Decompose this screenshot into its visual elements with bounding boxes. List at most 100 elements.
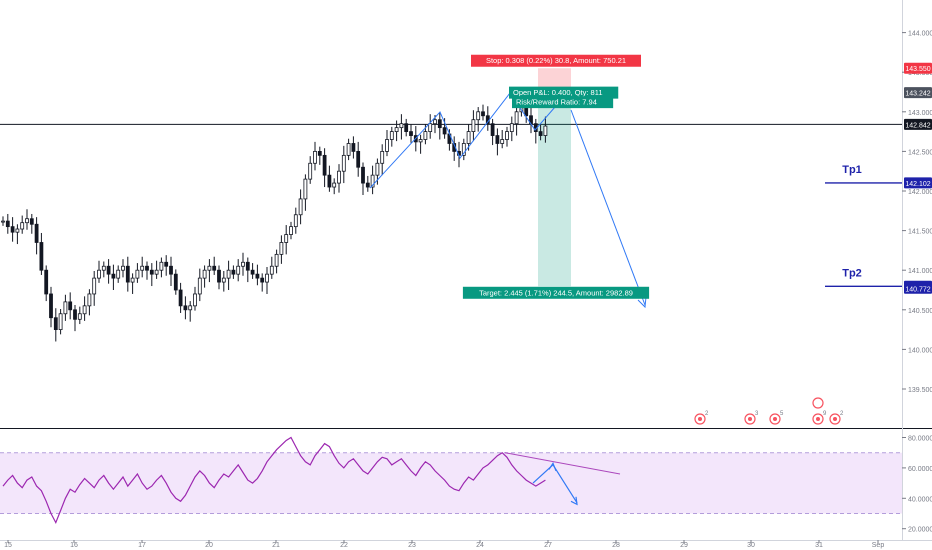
price-tag-bg: [904, 62, 932, 74]
candle-body: [351, 143, 356, 152]
rr-label-text: Risk/Reward Ratio: 7.94: [516, 98, 597, 107]
candle-body: [49, 293, 53, 319]
rsi-arrowhead-up: [548, 462, 557, 472]
candle-body: [337, 170, 341, 184]
candle-body: [34, 223, 39, 243]
candle-body: [135, 269, 140, 279]
candle-body: [217, 269, 221, 283]
candle-body: [313, 150, 317, 164]
event-badge[interactable]: [812, 397, 824, 409]
candle-body: [58, 313, 63, 331]
candle-body: [332, 182, 337, 188]
rsi-arrowhead-down: [570, 496, 578, 506]
rsi-tick-label: 40.0000: [908, 496, 932, 503]
candle-body: [221, 277, 226, 283]
time-tick-label: 17: [138, 542, 146, 549]
candle-body: [159, 261, 164, 271]
candle-body: [68, 301, 73, 311]
rr-label-bg: [512, 96, 614, 109]
price-tick-label: 142.000: [908, 189, 932, 196]
candle-body: [346, 143, 351, 156]
candle-body: [418, 139, 423, 143]
candle-body: [111, 273, 116, 279]
event-badge-dot: [816, 417, 820, 421]
candle-body: [380, 150, 385, 164]
time-tick-label: 20: [205, 542, 213, 549]
candle-body: [399, 123, 404, 129]
price-tick-label: 140.500: [908, 308, 932, 315]
candle-body: [509, 123, 514, 133]
time-tick-label: 22: [340, 542, 348, 549]
price-tag-label: 142.842: [905, 122, 930, 129]
candle-body: [169, 265, 173, 275]
candle-body: [97, 269, 101, 279]
price-tick-label: 141.500: [908, 229, 932, 236]
stop-label-bg: [471, 54, 641, 67]
candle-body: [1, 220, 5, 223]
price-tick-label: 140.000: [908, 347, 932, 354]
candle-body: [241, 261, 245, 267]
event-badge-count: 2: [705, 411, 709, 417]
candle-body: [461, 143, 466, 156]
target-label-bg: [462, 286, 650, 299]
event-badge-count: 2: [840, 411, 844, 417]
time-tick-label: 28: [612, 542, 620, 549]
candle-body: [495, 135, 500, 144]
stop-label-text: Stop: 0.308 (0.22%) 30.8, Amount: 750.21: [486, 56, 626, 65]
candle-body: [442, 127, 447, 135]
candle-body: [106, 265, 111, 275]
candle-body: [173, 273, 178, 291]
price-tick-label: 142.500: [908, 149, 932, 156]
price-tag-label: 142.102: [905, 181, 930, 188]
rsi-band: [0, 452, 902, 514]
price-tick-label: 139.500: [908, 387, 932, 394]
candle-body: [543, 125, 548, 136]
projection-line: [570, 109, 646, 306]
candle-body: [92, 277, 97, 295]
candle-body: [514, 111, 519, 125]
candle-body: [25, 218, 29, 224]
time-tick-label: 21: [272, 542, 280, 549]
time-tick-label: 30: [747, 542, 755, 549]
candle-body: [404, 123, 409, 133]
candle-body: [303, 178, 308, 200]
time-tick-label: 29: [680, 542, 688, 549]
candle-body: [145, 265, 149, 271]
candle-body: [164, 261, 169, 267]
candle-body: [44, 269, 49, 295]
candle-body: [130, 277, 135, 283]
candle-body: [250, 269, 255, 275]
candle-body: [308, 162, 313, 180]
candle-body: [279, 242, 284, 255]
candle-body: [125, 265, 130, 283]
candle-body: [73, 309, 77, 320]
candle-body: [327, 174, 332, 188]
candle-body: [77, 313, 82, 320]
candle-body: [289, 226, 293, 235]
pnl-label-bg: [509, 86, 619, 99]
event-badge-count: 3: [755, 411, 759, 417]
candle-body: [476, 111, 481, 121]
candle-body: [481, 111, 485, 117]
candle-body: [236, 265, 241, 275]
price-tag-bg: [904, 282, 932, 294]
candle-body: [20, 222, 25, 230]
price-tag-label: 140.772: [905, 286, 930, 293]
candle-body: [394, 127, 399, 132]
candle-body: [5, 220, 10, 228]
candle-body: [260, 277, 265, 283]
price-tick-label: 143.000: [908, 110, 932, 117]
price-tag-label: 143.550: [905, 66, 930, 73]
candle-body: [317, 150, 322, 156]
price-tag-bg: [904, 177, 932, 189]
candle-body: [490, 123, 495, 136]
candle-body: [207, 265, 212, 271]
price-tick-label: 144.000: [908, 31, 932, 38]
time-tick-label: Sep: [872, 542, 885, 549]
candle-body: [500, 139, 505, 144]
candle-body: [341, 154, 346, 172]
event-badge-count: 5: [780, 411, 784, 417]
candle-body: [389, 131, 394, 140]
event-badge-dot: [698, 417, 702, 421]
